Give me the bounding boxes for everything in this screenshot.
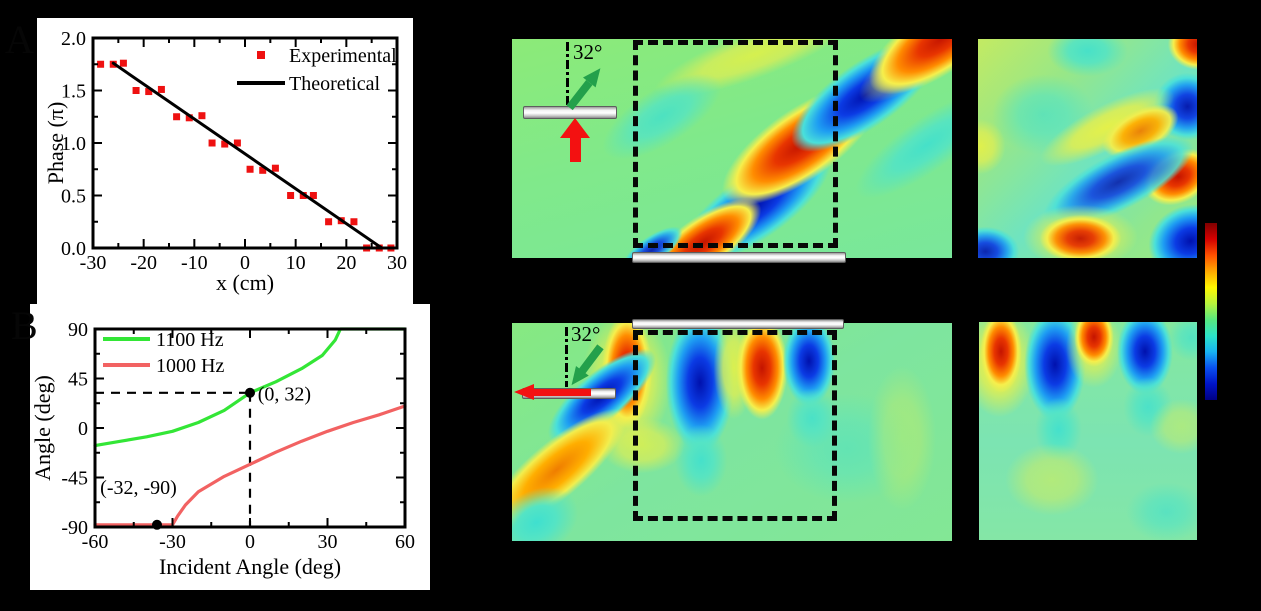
vertical-reference-line-bottom [565, 327, 568, 387]
surface-wave-arrow-bottom [514, 384, 594, 401]
angle-label-top: 32° [573, 40, 603, 64]
panel-b: -60 -30 0 30 60 -90 -45 0 45 90 Incident Angle (de… [30, 304, 430, 590]
arrow-head [514, 384, 534, 400]
field-lobe [1031, 392, 1086, 467]
x-tick-label: 0 [240, 252, 250, 274]
angle-label-bottom: 32° [571, 322, 601, 346]
y-tick-label: 0 [78, 418, 88, 440]
x-tick-label: 30 [387, 252, 407, 274]
legend-marker [257, 51, 265, 59]
angle-chart: -60 -30 0 30 60 -90 -45 0 45 90 Incident Angle (de… [30, 319, 415, 579]
x-tick-label: 20 [336, 252, 356, 274]
exp-field-top [978, 39, 1197, 258]
phase-chart: -30 -20 -10 0 10 20 30 0.0 0.5 1.0 1.5 2.0 x (cm) Pha… [43, 28, 407, 295]
y-axis-label: Angle (deg) [30, 375, 55, 481]
y-tick-label: 1.5 [61, 81, 86, 103]
x-tick-label: -30 [80, 252, 107, 274]
metasurface-bar [632, 319, 844, 329]
annotation-dot [245, 387, 255, 398]
data-point [287, 192, 295, 199]
arrow-shaft [533, 389, 591, 396]
field-lobe [1119, 477, 1197, 540]
data-point [198, 112, 206, 120]
data-point [157, 85, 165, 93]
panel-label-a: A [5, 17, 34, 62]
data-point [97, 60, 105, 68]
y-tick-label: 1.0 [61, 133, 86, 155]
field-lobe [1033, 211, 1128, 258]
incident-wave-arrow-top [560, 118, 590, 162]
y-tick-label: -90 [61, 517, 88, 539]
metasurface-bar [632, 252, 846, 263]
annotation-dot [152, 519, 162, 530]
x-tick-label: 10 [286, 252, 306, 274]
data-point [132, 87, 140, 94]
annotation-label: (0, 32) [258, 384, 311, 406]
legend-label: 1000 Hz [156, 355, 224, 377]
data-point [259, 166, 267, 174]
y-axis-label: Phase (π) [43, 102, 68, 185]
legend-label: Experimental [289, 45, 397, 67]
dashed-analysis-box-top [633, 40, 838, 248]
data-point [185, 114, 193, 122]
data-point [233, 139, 241, 147]
series-1000-hz [93, 404, 407, 527]
arrow-head [560, 118, 590, 138]
panel-label-b: B [11, 303, 38, 348]
vertical-reference-line-top [566, 42, 569, 106]
legend-label: 1100 Hz [156, 329, 224, 351]
annotation-label: (-32, -90) [100, 477, 177, 499]
field-lobe [862, 353, 942, 523]
sim-field-bottom [512, 323, 952, 541]
x-axis-label: x (cm) [216, 270, 274, 295]
axis-frame [91, 36, 399, 250]
x-tick-label: -60 [82, 531, 109, 553]
data-point [119, 59, 127, 67]
field-lobe [979, 322, 1025, 399]
data-point [173, 113, 181, 121]
data-point [350, 218, 358, 226]
data-point [145, 88, 153, 96]
data-point [325, 218, 333, 226]
y-tick-label: 0.0 [61, 238, 86, 260]
field-lobe [1144, 394, 1197, 459]
x-tick-label: -30 [159, 531, 186, 553]
x-tick-label: 30 [318, 531, 338, 553]
field-lobe [1119, 372, 1177, 442]
x-tick-label: -10 [181, 252, 208, 274]
x-axis-label: Incident Angle (deg) [159, 554, 341, 579]
legend-label: Theoretical [289, 73, 380, 95]
y-tick-label: 90 [68, 319, 88, 341]
x-tick-label: 60 [395, 531, 415, 553]
panel-a: -30 -20 -10 0 10 20 30 0.0 0.5 1.0 1.5 2.0 x (cm) Pha… [37, 18, 413, 304]
series-theoretical [111, 61, 384, 250]
field-lobe [997, 437, 1107, 522]
y-tick-label: 0.5 [61, 186, 86, 208]
data-point [309, 192, 317, 199]
data-point [271, 164, 279, 172]
data-point [246, 165, 254, 173]
y-tick-label: 45 [68, 369, 88, 391]
colorbar [1205, 223, 1217, 400]
arrow-shaft [569, 137, 581, 162]
data-point [208, 139, 216, 147]
sim-field-top [512, 39, 952, 258]
dashed-analysis-box-bottom [633, 330, 837, 521]
x-tick-label: 0 [245, 531, 255, 553]
y-tick-label: -45 [61, 468, 88, 490]
data-point [221, 140, 229, 148]
x-tick-label: -20 [130, 252, 157, 274]
exp-field-bottom [979, 322, 1197, 540]
y-tick-label: 2.0 [61, 28, 86, 50]
